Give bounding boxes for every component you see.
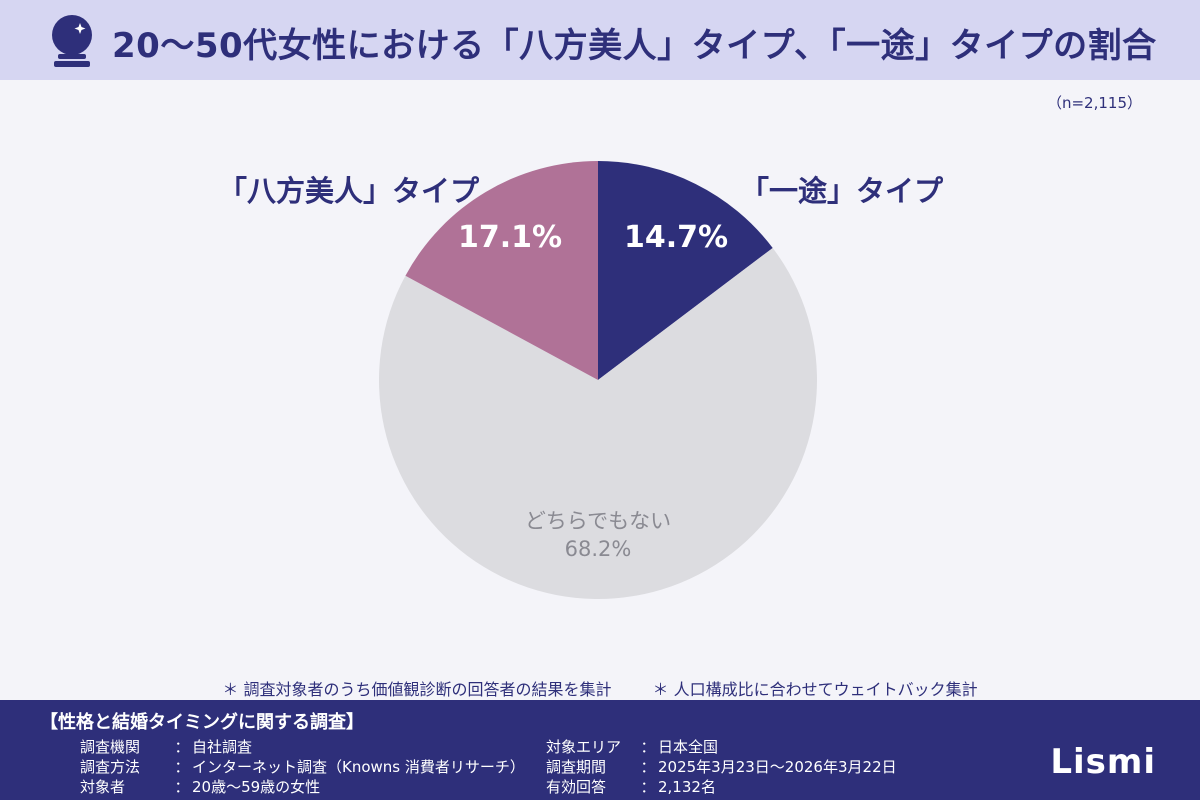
info-row-period: 調査期間 ： 2025年3月23日〜2026年3月22日 — [546, 756, 897, 777]
info-row-agency: 調査機関 ：自社調査 — [80, 736, 252, 757]
info-key: 有効回答 — [546, 778, 607, 796]
info-value: 20歳〜59歳の女性 — [192, 778, 321, 796]
info-sep: ： — [640, 778, 656, 796]
info-row-area: 対象エリア ：日本全国 — [546, 736, 718, 757]
lismi-logo: Lismi — [1050, 742, 1156, 782]
info-value: 日本全国 — [658, 738, 719, 756]
data-label-itto: 14.7% — [623, 220, 729, 255]
sample-size: （n=2,115） — [1046, 94, 1142, 112]
info-key: 対象エリア — [546, 738, 622, 756]
note-2: ＊ 人口構成比に合わせてウェイトバック集計 — [652, 680, 978, 699]
neither-name: どちらでもない — [524, 509, 672, 533]
info-sep: ： — [640, 758, 656, 776]
pie-chart — [378, 161, 818, 600]
info-key: 調査機関 — [80, 738, 141, 756]
legend-label-itto: 「一途」タイプ — [740, 174, 944, 208]
pie-slice-happo — [405, 161, 598, 380]
survey-footer: 【性格と結婚タイミングに関する調査】 調査機関：自社調査 調査方法：インターネッ… — [0, 700, 1200, 800]
info-value: インターネット調査（Knowns 消費者リサーチ） — [192, 758, 525, 776]
legend-label-happo: 「八方美人」タイプ — [218, 174, 480, 208]
info-sep: ： — [640, 738, 656, 756]
data-label-neither: どちらでもない 68.2% — [525, 507, 671, 563]
crystal-ball-icon — [52, 15, 92, 67]
note-1: ＊ 調査対象者のうち価値観診断の回答者の結果を集計 — [222, 680, 612, 699]
notes: ＊ 調査対象者のうち価値観診断の回答者の結果を集計 ＊ 人口構成比に合わせてウェ… — [0, 676, 1200, 700]
survey-title: 【性格と結婚タイミングに関する調査】 — [40, 712, 364, 733]
data-label-happo: 17.1% — [457, 220, 563, 255]
info-row-method: 調査方法 ：インターネット調査（Knowns 消費者リサーチ） — [80, 756, 525, 777]
info-sep: ： — [174, 738, 190, 756]
title-bar: 20〜50代女性における「八方美人」タイプ、「一途」タイプの割合 — [0, 0, 1200, 80]
info-key: 調査方法 — [80, 758, 141, 776]
info-sep: ： — [174, 758, 190, 776]
info-row-target: 対象者 ： 20歳〜59歳の女性 — [80, 776, 320, 797]
info-value: 2,132名 — [658, 778, 716, 796]
neither-value: 68.2% — [564, 537, 632, 561]
page-title: 20〜50代女性における「八方美人」タイプ、「一途」タイプの割合 — [112, 26, 1157, 66]
info-sep: ： — [174, 778, 190, 796]
info-value: 2025年3月23日〜2026年3月22日 — [658, 758, 897, 776]
pie-slice-itto — [598, 161, 773, 380]
info-key: 調査期間 — [546, 758, 607, 776]
pie-slice-neither — [378, 247, 818, 600]
info-value: 自社調査 — [192, 738, 253, 756]
info-key: 対象者 — [80, 778, 126, 796]
info-row-responses: 有効回答 ： 2,132名 — [546, 776, 716, 797]
